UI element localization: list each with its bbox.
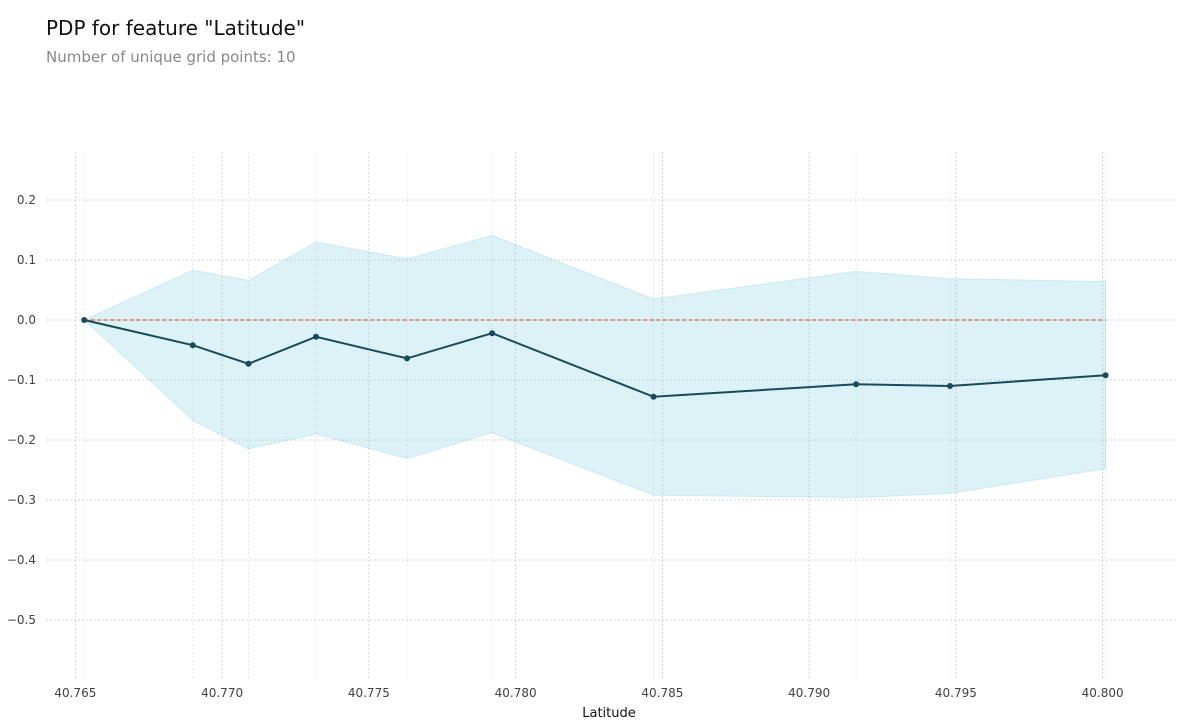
confidence-band-layer	[83, 234, 1107, 499]
tick-label-layer: 40.765 40.770 40.775 40.780 40.785 40.790 40.7…	[7, 193, 1124, 700]
pdp-point	[853, 381, 860, 388]
x-axis-label: Latitude	[582, 706, 636, 721]
x-tick-label: 40.785	[641, 686, 683, 700]
y-tick-label: −0.3	[7, 493, 36, 507]
pdp-point	[81, 317, 88, 323]
pdp-point	[313, 333, 320, 340]
y-tick-label: −0.1	[7, 373, 36, 387]
pdp-line-layer	[81, 317, 1109, 400]
y-tick-label: 0.1	[17, 253, 36, 267]
x-tick-label: 40.800	[1082, 686, 1124, 700]
pdp-point	[189, 342, 196, 349]
x-tick-label: 40.765	[54, 686, 96, 700]
x-tick-label: 40.775	[348, 686, 390, 700]
x-tick-label: 40.795	[935, 686, 977, 700]
chart-subtitle: Number of unique grid points: 10	[46, 48, 296, 66]
x-tick-label: 40.790	[788, 686, 830, 700]
confidence-band	[83, 234, 1107, 499]
pdp-point	[650, 393, 657, 400]
y-tick-label: −0.2	[7, 433, 36, 447]
y-tick-label: −0.4	[7, 553, 36, 567]
y-tick-label: 0.0	[17, 313, 36, 327]
pdp-point	[1102, 372, 1109, 379]
pdp-point	[947, 383, 953, 389]
pdp-point	[404, 355, 411, 362]
pdp-point	[245, 360, 252, 367]
x-tick-label: 40.780	[495, 686, 537, 700]
grid-layer	[46, 152, 1176, 680]
y-tick-label: −0.5	[7, 613, 36, 627]
y-tick-label: 0.2	[17, 193, 36, 207]
x-tick-label: 40.770	[201, 686, 243, 700]
pdp-point	[489, 330, 496, 337]
pdp-line	[83, 319, 1106, 398]
chart-title: PDP for feature "Latitude"	[46, 16, 306, 40]
